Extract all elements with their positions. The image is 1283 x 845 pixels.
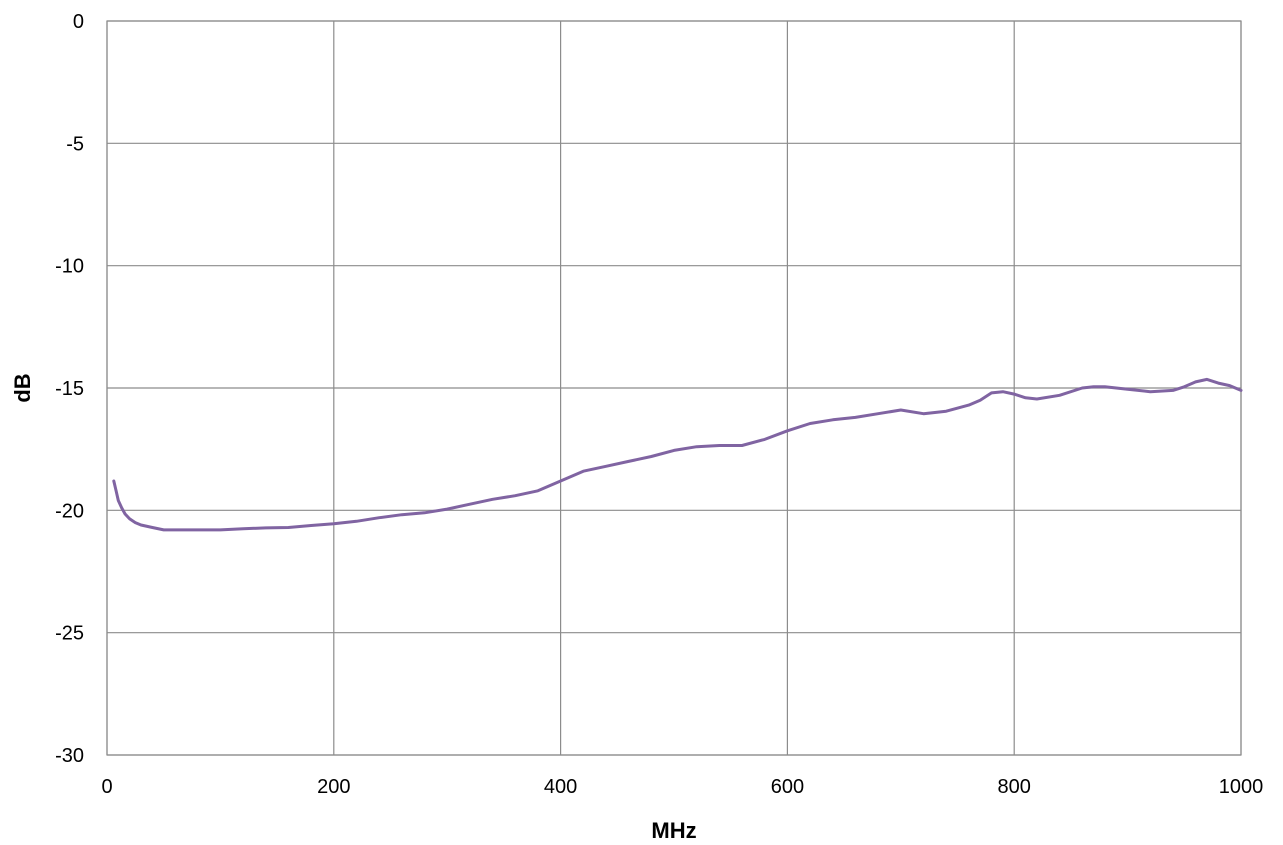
- y-tick-label: -25: [55, 623, 84, 645]
- x-tick-label: 0: [101, 776, 112, 798]
- x-tick-label: 1000: [1219, 776, 1264, 798]
- plot-area-frame: [106, 20, 1242, 756]
- x-tick-label: 600: [771, 776, 804, 798]
- y-tick-label: -5: [66, 133, 84, 155]
- y-tick-label: 0: [73, 11, 84, 33]
- series-line-0: [112, 377, 1243, 532]
- x-axis-tick-labels: 0 200 400 600 800 1000: [101, 776, 1263, 798]
- x-axis-title: MHz: [651, 818, 696, 843]
- y-axis-tick-labels: 0 -5 -10 -15 -20 -25 -30: [55, 11, 84, 767]
- y-tick-label: -20: [55, 500, 84, 522]
- y-tick-label: -10: [55, 256, 84, 278]
- y-tick-label: -30: [55, 745, 84, 767]
- y-tick-label: -15: [55, 378, 84, 400]
- grid-lines: [106, 20, 1242, 756]
- series-group: [112, 377, 1243, 532]
- x-tick-label: 800: [998, 776, 1031, 798]
- x-tick-label: 200: [317, 776, 350, 798]
- y-axis-title: dB: [10, 373, 35, 402]
- x-tick-label: 400: [544, 776, 577, 798]
